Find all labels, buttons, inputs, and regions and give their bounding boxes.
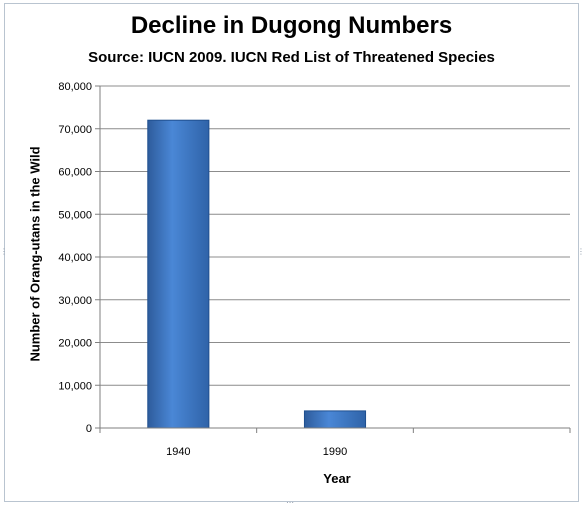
- resize-handle-left[interactable]: ⋮: [0, 247, 8, 256]
- chart-title: Decline in Dugong Numbers: [130, 12, 453, 39]
- y-tick-label: 30,000: [58, 295, 92, 307]
- y-tick-label: 80,000: [58, 81, 92, 93]
- plot-area: 0 10,000 20,000 30,000 40,000 50,000 60,000 70,…: [58, 81, 571, 458]
- y-tick-label: 10,000: [58, 380, 92, 392]
- x-tick-label: 1940: [166, 446, 190, 458]
- y-tick-label: 70,000: [58, 124, 92, 136]
- bar-1990: [303, 410, 367, 429]
- y-tick-label: 50,000: [58, 209, 92, 221]
- x-axis-label: Year: [323, 471, 351, 486]
- resize-handle-bottom[interactable]: ⋯: [286, 498, 294, 507]
- chart-area: Decline in Dugong Numbers Source: IUCN 2…: [4, 3, 579, 502]
- bar-1940: [147, 119, 210, 429]
- x-tick-label: 1990: [323, 446, 347, 458]
- y-tick-label: 60,000: [58, 167, 92, 179]
- y-tick-label: 0: [86, 423, 92, 435]
- y-tick-label: 20,000: [58, 338, 92, 350]
- chart-subtitle: Source: IUCN 2009. IUCN Red List of Thre…: [88, 49, 495, 66]
- resize-handle-right[interactable]: ⋮: [577, 247, 583, 256]
- y-tick-label: 40,000: [58, 252, 92, 264]
